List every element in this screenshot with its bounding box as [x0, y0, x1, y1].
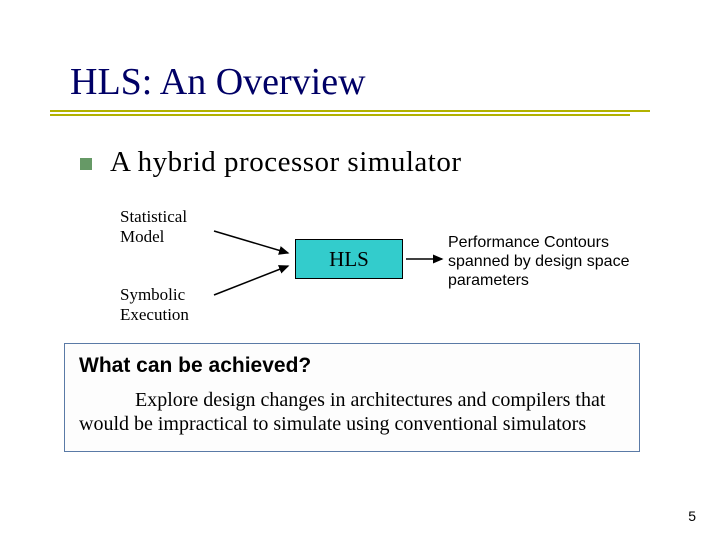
diagram-center-box: HLS [295, 239, 403, 279]
bullet-text: A hybrid processor simulator [110, 146, 461, 179]
bullet-square-icon [80, 158, 92, 170]
underline-long [50, 110, 650, 112]
diagram-label-statistical: Statistical Model [120, 207, 230, 246]
diagram: Statistical Model Symbolic Execution HLS… [120, 203, 670, 333]
slide: HLS: An Overview A hybrid processor simu… [0, 0, 720, 540]
page-title: HLS: An Overview [70, 60, 670, 104]
page-number: 5 [688, 508, 696, 524]
underline-short [50, 114, 630, 116]
bullet-row: A hybrid processor simulator [80, 146, 670, 179]
diagram-label-symbolic: Symbolic Execution [120, 285, 230, 324]
achieve-body: Explore design changes in architectures … [79, 388, 625, 437]
title-underline [70, 110, 670, 118]
achieve-question: What can be achieved? [79, 354, 625, 378]
achieve-box: What can be achieved? Explore design cha… [64, 343, 640, 452]
diagram-box-label: HLS [329, 247, 369, 272]
diagram-label-output: Performance Contours spanned by design s… [448, 233, 658, 291]
